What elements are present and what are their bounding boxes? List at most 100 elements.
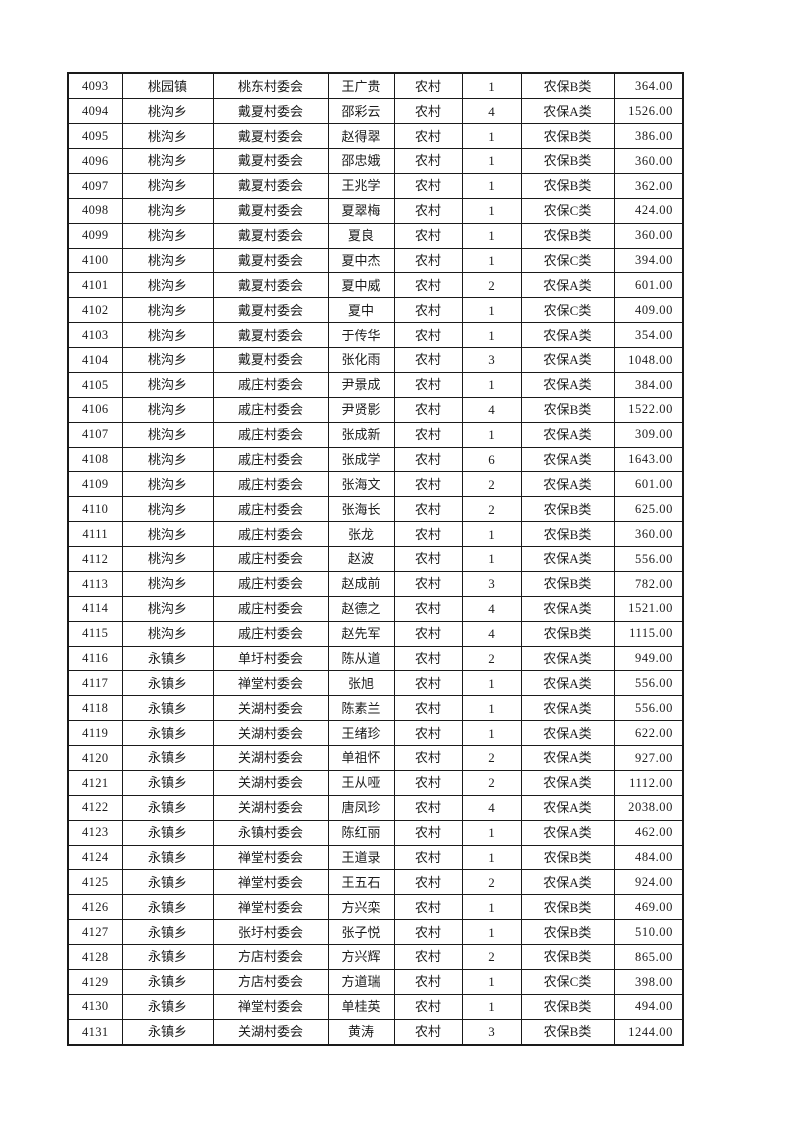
cell-serial-number: 4129	[67, 968, 123, 995]
table-row: 4117 永镇乡 禅堂村委会 张旭 农村 1 农保A类 556.00	[67, 670, 684, 697]
cell-insurance-class: 农保A类	[520, 322, 615, 349]
cell-village-committee: 戴夏村委会	[212, 322, 329, 349]
cell-category: 农村	[393, 720, 463, 747]
cell-person-name: 赵德之	[327, 595, 395, 622]
cell-insurance-class: 农保A类	[520, 546, 615, 572]
cell-insurance-class: 农保B类	[520, 496, 615, 523]
cell-village-committee: 戚庄村委会	[212, 570, 329, 597]
cell-township: 桃沟乡	[121, 521, 214, 548]
cell-category: 农村	[393, 297, 463, 324]
cell-township: 桃沟乡	[121, 98, 214, 125]
cell-person-count: 1	[461, 247, 522, 274]
cell-amount: 360.00	[613, 148, 684, 174]
welfare-payment-table: 4093 桃园镇 桃东村委会 王广贵 农村 1 农保B类 364.00 4094 桃沟乡 戴夏村委会…	[67, 72, 684, 1046]
cell-person-name: 尹景成	[327, 371, 395, 398]
cell-village-committee: 方店村委会	[212, 944, 329, 970]
cell-amount: 601.00	[613, 471, 684, 498]
cell-village-committee: 禅堂村委会	[212, 670, 329, 697]
cell-village-committee: 关湖村委会	[212, 720, 329, 747]
cell-serial-number: 4093	[67, 72, 123, 100]
cell-category: 农村	[393, 521, 463, 548]
cell-category: 农村	[393, 794, 463, 821]
cell-category: 农村	[393, 919, 463, 946]
cell-person-count: 1	[461, 123, 522, 150]
cell-insurance-class: 农保B类	[520, 123, 615, 150]
cell-serial-number: 4128	[67, 944, 123, 970]
cell-person-count: 2	[461, 496, 522, 523]
cell-serial-number: 4108	[67, 446, 123, 473]
cell-person-count: 3	[461, 1018, 522, 1046]
cell-person-count: 2	[461, 944, 522, 970]
cell-insurance-class: 农保A类	[520, 421, 615, 448]
cell-category: 农村	[393, 993, 463, 1020]
cell-person-count: 1	[461, 371, 522, 398]
table-row: 4109 桃沟乡 戚庄村委会 张海文 农村 2 农保A类 601.00	[67, 471, 684, 498]
cell-township: 永镇乡	[121, 869, 214, 896]
cell-township: 桃沟乡	[121, 172, 214, 199]
table-row: 4127 永镇乡 张圩村委会 张子悦 农村 1 农保B类 510.00	[67, 919, 684, 946]
cell-person-count: 1	[461, 993, 522, 1020]
cell-township: 桃沟乡	[121, 197, 214, 224]
cell-amount: 556.00	[613, 670, 684, 697]
cell-amount: 309.00	[613, 421, 684, 448]
cell-insurance-class: 农保B类	[520, 396, 615, 423]
cell-category: 农村	[393, 595, 463, 622]
cell-person-name: 王绪珍	[327, 720, 395, 747]
cell-insurance-class: 农保C类	[520, 297, 615, 324]
cell-serial-number: 4117	[67, 670, 123, 697]
cell-insurance-class: 农保A类	[520, 446, 615, 473]
cell-insurance-class: 农保B类	[520, 944, 615, 970]
cell-village-committee: 戴夏村委会	[212, 297, 329, 324]
cell-amount: 469.00	[613, 894, 684, 921]
cell-serial-number: 4118	[67, 695, 123, 722]
table-row: 4100 桃沟乡 戴夏村委会 夏中杰 农村 1 农保C类 394.00	[67, 247, 684, 274]
cell-village-committee: 戴夏村委会	[212, 272, 329, 299]
cell-village-committee: 禅堂村委会	[212, 993, 329, 1020]
cell-serial-number: 4122	[67, 794, 123, 821]
cell-person-count: 1	[461, 894, 522, 921]
cell-amount: 494.00	[613, 993, 684, 1020]
cell-insurance-class: 农保B类	[520, 222, 615, 249]
table-body: 4093 桃园镇 桃东村委会 王广贵 农村 1 农保B类 364.00 4094 桃沟乡 戴夏村委会…	[67, 72, 684, 1046]
cell-person-name: 于传华	[327, 322, 395, 349]
cell-amount: 556.00	[613, 695, 684, 722]
cell-township: 桃沟乡	[121, 546, 214, 572]
cell-village-committee: 桃东村委会	[212, 72, 329, 100]
cell-insurance-class: 农保B类	[520, 1018, 615, 1046]
cell-serial-number: 4112	[67, 546, 123, 572]
table-row: 4120 永镇乡 关湖村委会 单祖怀 农村 2 农保A类 927.00	[67, 745, 684, 771]
cell-person-count: 3	[461, 570, 522, 597]
cell-village-committee: 戴夏村委会	[212, 347, 329, 373]
cell-amount: 1244.00	[613, 1018, 684, 1046]
cell-village-committee: 戚庄村委会	[212, 521, 329, 548]
cell-township: 永镇乡	[121, 769, 214, 796]
cell-person-name: 张化雨	[327, 347, 395, 373]
table-row: 4108 桃沟乡 戚庄村委会 张成学 农村 6 农保A类 1643.00	[67, 446, 684, 473]
cell-person-count: 1	[461, 720, 522, 747]
cell-category: 农村	[393, 396, 463, 423]
cell-township: 桃沟乡	[121, 471, 214, 498]
table-row: 4116 永镇乡 单圩村委会 陈从道 农村 2 农保A类 949.00	[67, 645, 684, 672]
cell-township: 永镇乡	[121, 695, 214, 722]
cell-serial-number: 4114	[67, 595, 123, 622]
cell-category: 农村	[393, 72, 463, 100]
cell-person-count: 1	[461, 919, 522, 946]
cell-insurance-class: 农保A类	[520, 98, 615, 125]
cell-township: 桃沟乡	[121, 148, 214, 174]
cell-township: 桃沟乡	[121, 272, 214, 299]
cell-township: 桃沟乡	[121, 496, 214, 523]
cell-person-count: 1	[461, 72, 522, 100]
cell-serial-number: 4125	[67, 869, 123, 896]
cell-serial-number: 4100	[67, 247, 123, 274]
cell-village-committee: 永镇村委会	[212, 819, 329, 846]
cell-township: 永镇乡	[121, 968, 214, 995]
cell-amount: 924.00	[613, 869, 684, 896]
cell-insurance-class: 农保B类	[520, 570, 615, 597]
cell-category: 农村	[393, 769, 463, 796]
cell-amount: 1643.00	[613, 446, 684, 473]
cell-amount: 354.00	[613, 322, 684, 349]
cell-person-name: 单桂英	[327, 993, 395, 1020]
cell-category: 农村	[393, 347, 463, 373]
cell-insurance-class: 农保A类	[520, 471, 615, 498]
cell-amount: 386.00	[613, 123, 684, 150]
